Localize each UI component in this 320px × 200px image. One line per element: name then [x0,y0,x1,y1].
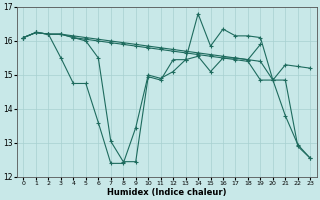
X-axis label: Humidex (Indice chaleur): Humidex (Indice chaleur) [107,188,227,197]
